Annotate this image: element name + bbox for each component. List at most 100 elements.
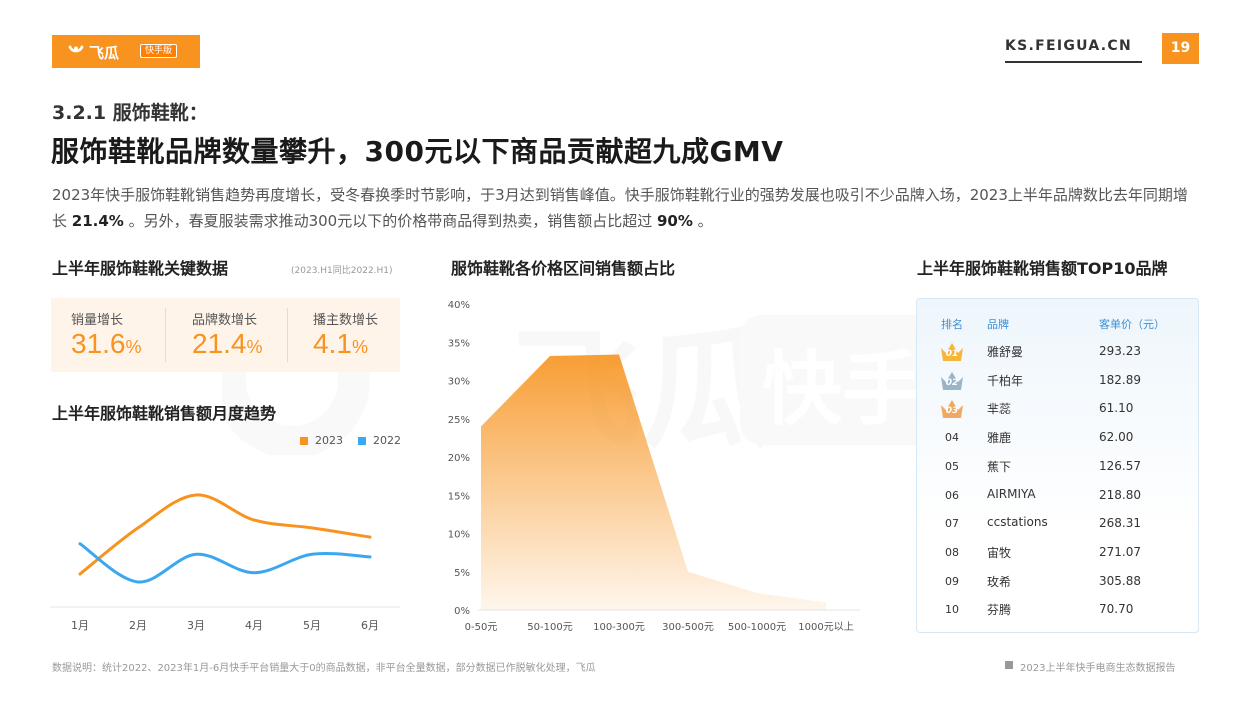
- table-row: 07 ccstations 268.31: [917, 511, 1198, 539]
- x-tick-label: 1000元以上: [798, 621, 853, 633]
- table-row: 05 蕉下 126.57: [917, 454, 1198, 482]
- unit-price: 218.80: [1099, 487, 1141, 502]
- y-tick-label: 15%: [448, 491, 470, 502]
- intro-highlight-brand-growth: 21.4%: [71, 212, 124, 230]
- unit-price: 293.23: [1099, 344, 1141, 358]
- x-tick-label: 1月: [71, 619, 89, 632]
- legend-label-2023: 2023: [315, 434, 343, 447]
- rank-number: 09: [945, 574, 959, 588]
- x-tick-label: 0-50元: [465, 622, 498, 633]
- x-tick-label: 5月: [303, 619, 321, 632]
- crown-icon: 01: [939, 340, 965, 362]
- x-tick-label: 3月: [187, 619, 205, 632]
- rank-number: 03: [945, 406, 959, 417]
- kpi-unit: %: [125, 337, 142, 357]
- crown-icon: 03: [939, 397, 965, 419]
- x-tick-label: 6月: [361, 619, 379, 632]
- table-row: 04 雅鹿 62.00: [917, 425, 1198, 453]
- column-header-price: 客单价（元）: [1099, 318, 1165, 331]
- intro-text: 2023年快手服饰鞋靴销售趋势再度增长，受冬春换季时节影响，于3月达到销售峰值。…: [52, 186, 1188, 230]
- kpi-divider: [165, 308, 166, 362]
- brand-panel-title: 上半年服饰鞋靴销售额TOP10品牌: [917, 259, 1168, 278]
- unit-price: 305.88: [1099, 573, 1141, 588]
- table-row: 03 芈蕊 61.10: [917, 396, 1198, 424]
- kpi-label: 销量增长: [71, 313, 124, 328]
- unit-price: 126.57: [1099, 458, 1141, 473]
- brand-name: 宙牧: [987, 545, 1012, 560]
- table-row: 08 宙牧 271.07: [917, 540, 1198, 568]
- kpi-value: 21.4%: [192, 328, 263, 360]
- table-row: 09 玫希 305.88: [917, 569, 1198, 597]
- rank-number: 10: [945, 603, 959, 617]
- logo: 飞瓜 快手版: [52, 35, 200, 68]
- footnote: 数据说明：统计2022、2023年1月-6月快手平台销量大于0的商品数据，非平台…: [52, 663, 596, 674]
- page-number: 19: [1162, 33, 1199, 64]
- area-series: [481, 354, 826, 610]
- kpi-note: (2023.H1同比2022.H1): [291, 266, 393, 276]
- series-line-2023: [78, 493, 372, 576]
- report-name: 2023上半年快手电商生态数据报告: [1020, 663, 1176, 674]
- kpi-brand-growth: 品牌数增长 21.4%: [172, 298, 288, 372]
- kpi-label: 播主数增长: [313, 313, 379, 328]
- rank-number: 01: [945, 349, 959, 359]
- intro-highlight-share: 90%: [657, 212, 693, 230]
- kpi-value: 31.6%: [71, 328, 142, 360]
- brand-name: 雅鹿: [987, 431, 1012, 446]
- column-header-rank: 排名: [941, 318, 963, 331]
- unit-price: 62.00: [1099, 430, 1134, 445]
- unit-price: 61.10: [1099, 401, 1134, 416]
- kpi-number: 31.6: [71, 328, 126, 359]
- page-title: 服饰鞋靴品牌数量攀升，300元以下商品贡献超九成GMV: [51, 135, 784, 168]
- unit-price: 271.07: [1099, 544, 1141, 559]
- brand-name: 雅舒曼: [987, 345, 1024, 359]
- kpi-streamer-growth: 播主数增长 4.1%: [293, 298, 409, 372]
- column-header-brand: 品牌: [987, 318, 1009, 331]
- brand-name: 芈蕊: [987, 402, 1012, 417]
- kpi-number: 21.4: [192, 328, 247, 359]
- brand-name: 千柏年: [987, 373, 1024, 388]
- site-url: KS.FEIGUA.CN: [1005, 38, 1133, 54]
- brand-name: 玫希: [987, 574, 1012, 589]
- price-range-chart: 0% 5% 10% 15% 20% 25% 30% 35% 40% 0-50元 50-100元 100…: [448, 300, 860, 633]
- unit-price: 182.89: [1099, 372, 1141, 387]
- rank-number: 02: [945, 377, 959, 388]
- section-label: 3.2.1 服饰鞋靴：: [52, 102, 208, 124]
- kpi-number: 4.1: [313, 328, 352, 359]
- unit-price: 70.70: [1099, 602, 1134, 617]
- table-row: 06 AIRMIYA 218.80: [917, 483, 1198, 511]
- rank-number: 08: [945, 545, 959, 559]
- y-tick-label: 0%: [454, 606, 470, 617]
- rank-number: 07: [945, 517, 959, 531]
- y-tick-label: 40%: [448, 300, 470, 311]
- table-row: 02 千柏年 182.89: [917, 368, 1198, 396]
- kpi-box: 销量增长 31.6% 品牌数增长 21.4% 播主数增长 4.1%: [51, 298, 400, 372]
- x-tick-label: 500-1000元: [728, 622, 786, 633]
- y-tick-label: 20%: [448, 453, 470, 464]
- brand-table: 排名 品牌 客单价（元） 01 雅舒曼 293.23 02 千柏年 182.89 03 芈蕊 6…: [916, 298, 1199, 633]
- table-row: 10 芬腾 70.70: [917, 597, 1198, 625]
- brand-name: ccstations: [987, 515, 1048, 530]
- legend-label-2022: 2022: [373, 434, 401, 447]
- rank-number: 04: [945, 431, 959, 445]
- legend-swatch-2022: [358, 437, 366, 445]
- unit-price: 268.31: [1099, 516, 1141, 531]
- brand-name: 蕉下: [987, 459, 1012, 474]
- y-tick-label: 5%: [454, 568, 470, 579]
- table-row: 01 雅舒曼 293.23: [917, 339, 1198, 367]
- brand-name: AIRMIYA: [987, 486, 1036, 501]
- brand-name: 芬腾: [987, 603, 1012, 618]
- y-tick-label: 10%: [448, 530, 470, 541]
- y-tick-label: 25%: [448, 415, 470, 426]
- intro-text: 。另外，春夏服装需求推动300元以下的价格带商品得到热卖，销售额占比超过: [123, 212, 657, 230]
- kpi-value: 4.1%: [313, 328, 368, 360]
- kpi-label: 品牌数增长: [192, 313, 258, 328]
- trend-panel-title: 上半年服饰鞋靴销售额月度趋势: [52, 404, 277, 423]
- kpi-divider: [287, 308, 288, 362]
- rank-number: 06: [945, 488, 959, 502]
- footer-bullet: [1005, 661, 1013, 669]
- x-tick-label: 4月: [245, 619, 263, 632]
- x-tick-label: 50-100元: [527, 622, 572, 633]
- intro-text: 。: [692, 212, 713, 230]
- kpi-unit: %: [351, 337, 368, 357]
- intro-paragraph: 2023年快手服饰鞋靴销售趋势再度增长，受冬春换季时节影响，于3月达到销售峰值。…: [52, 182, 1202, 234]
